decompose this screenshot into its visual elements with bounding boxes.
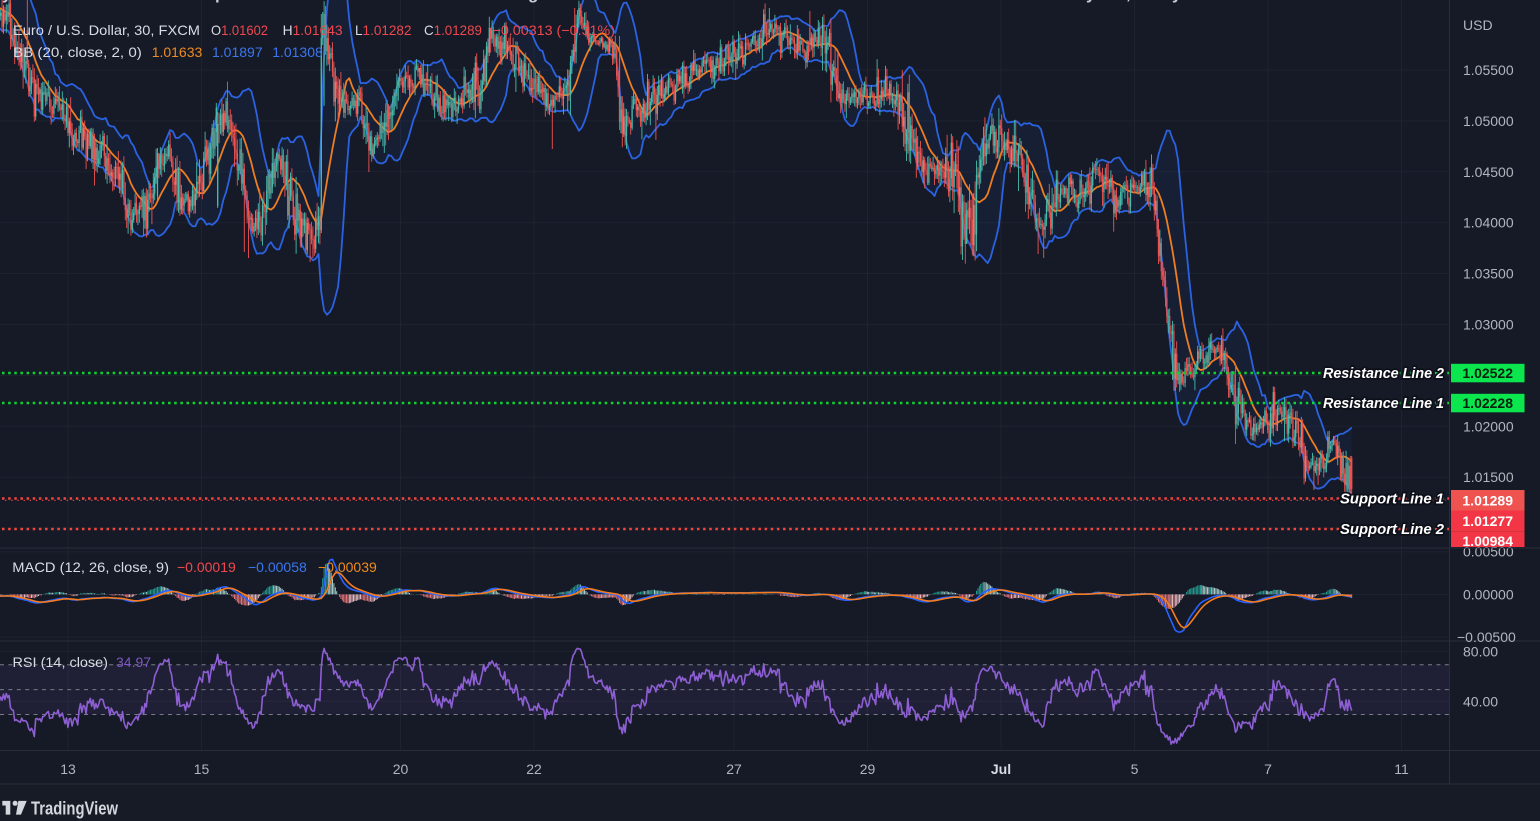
svg-text:−0.00039: −0.00039 <box>318 559 377 575</box>
svg-text:27: 27 <box>726 761 742 777</box>
svg-text:1.01277: 1.01277 <box>1462 513 1513 529</box>
svg-text:22: 22 <box>526 761 542 777</box>
svg-text:Resistance Line 1: Resistance Line 1 <box>1323 395 1444 412</box>
svg-text:40.00: 40.00 <box>1463 693 1498 709</box>
svg-text:MACD (12, 26, close, 9): MACD (12, 26, close, 9) <box>12 559 169 575</box>
svg-text:−0.00313 (−0.31%): −0.00313 (−0.31%) <box>493 22 616 38</box>
svg-text:H1.01643: H1.01643 <box>283 22 343 38</box>
svg-text:1.01308: 1.01308 <box>272 44 323 60</box>
svg-text:1.02522: 1.02522 <box>1462 365 1513 381</box>
svg-text:USD: USD <box>1463 17 1493 33</box>
svg-text:1.03500: 1.03500 <box>1463 266 1514 282</box>
svg-text:0.00000: 0.00000 <box>1463 586 1514 602</box>
svg-text:11: 11 <box>1394 761 1409 777</box>
svg-text:1.03000: 1.03000 <box>1463 317 1514 333</box>
svg-text:−0.00058: −0.00058 <box>248 559 307 575</box>
svg-text:−0.00019: −0.00019 <box>177 559 236 575</box>
svg-text:15: 15 <box>194 761 210 777</box>
svg-text:34.97: 34.97 <box>116 654 151 670</box>
svg-text:1.02000: 1.02000 <box>1463 418 1514 434</box>
svg-text:13: 13 <box>60 761 76 777</box>
svg-text:RSI (14, close): RSI (14, close) <box>13 654 109 670</box>
svg-text:1.01633: 1.01633 <box>152 44 203 60</box>
svg-text:1.05000: 1.05000 <box>1463 113 1514 129</box>
svg-text:5: 5 <box>1131 761 1139 777</box>
svg-text:y: y <box>1086 0 1096 3</box>
svg-text:1.01289: 1.01289 <box>1462 492 1513 508</box>
svg-text:7: 7 <box>1264 761 1272 777</box>
svg-text:20: 20 <box>393 761 409 777</box>
svg-text:29: 29 <box>860 761 876 777</box>
svg-text:L1.01282: L1.01282 <box>355 22 412 38</box>
svg-text:1.04500: 1.04500 <box>1463 164 1514 180</box>
svg-text:1.01500: 1.01500 <box>1463 469 1514 485</box>
svg-text:p: p <box>215 0 225 3</box>
svg-text:Resistance Line 2: Resistance Line 2 <box>1323 365 1445 382</box>
svg-text:TradingView: TradingView <box>31 799 119 819</box>
svg-text:BB (20, close, 2, 0): BB (20, close, 2, 0) <box>13 44 142 60</box>
svg-text:y: y <box>2 0 12 3</box>
svg-text:,: , <box>1126 0 1131 3</box>
svg-text:1.05500: 1.05500 <box>1463 62 1514 78</box>
svg-text:O1.01602: O1.01602 <box>211 22 268 38</box>
svg-text:1.01897: 1.01897 <box>212 44 263 60</box>
svg-text:1.00984: 1.00984 <box>1462 533 1513 549</box>
svg-text:1.04000: 1.04000 <box>1463 215 1514 231</box>
svg-text:−0.00500: −0.00500 <box>1457 629 1516 645</box>
svg-text:C1.01289: C1.01289 <box>424 22 482 38</box>
svg-text:y: y <box>1172 0 1182 3</box>
svg-text:Euro / U.S. Dollar, 30, FXCM: Euro / U.S. Dollar, 30, FXCM <box>13 22 200 38</box>
svg-text:g: g <box>528 0 538 3</box>
svg-text:Support Line 1: Support Line 1 <box>1340 491 1444 508</box>
svg-text:Jul: Jul <box>991 761 1011 777</box>
svg-text:80.00: 80.00 <box>1463 643 1498 659</box>
svg-text:Support Line 2: Support Line 2 <box>1340 521 1445 538</box>
svg-text:1.02228: 1.02228 <box>1462 395 1513 411</box>
